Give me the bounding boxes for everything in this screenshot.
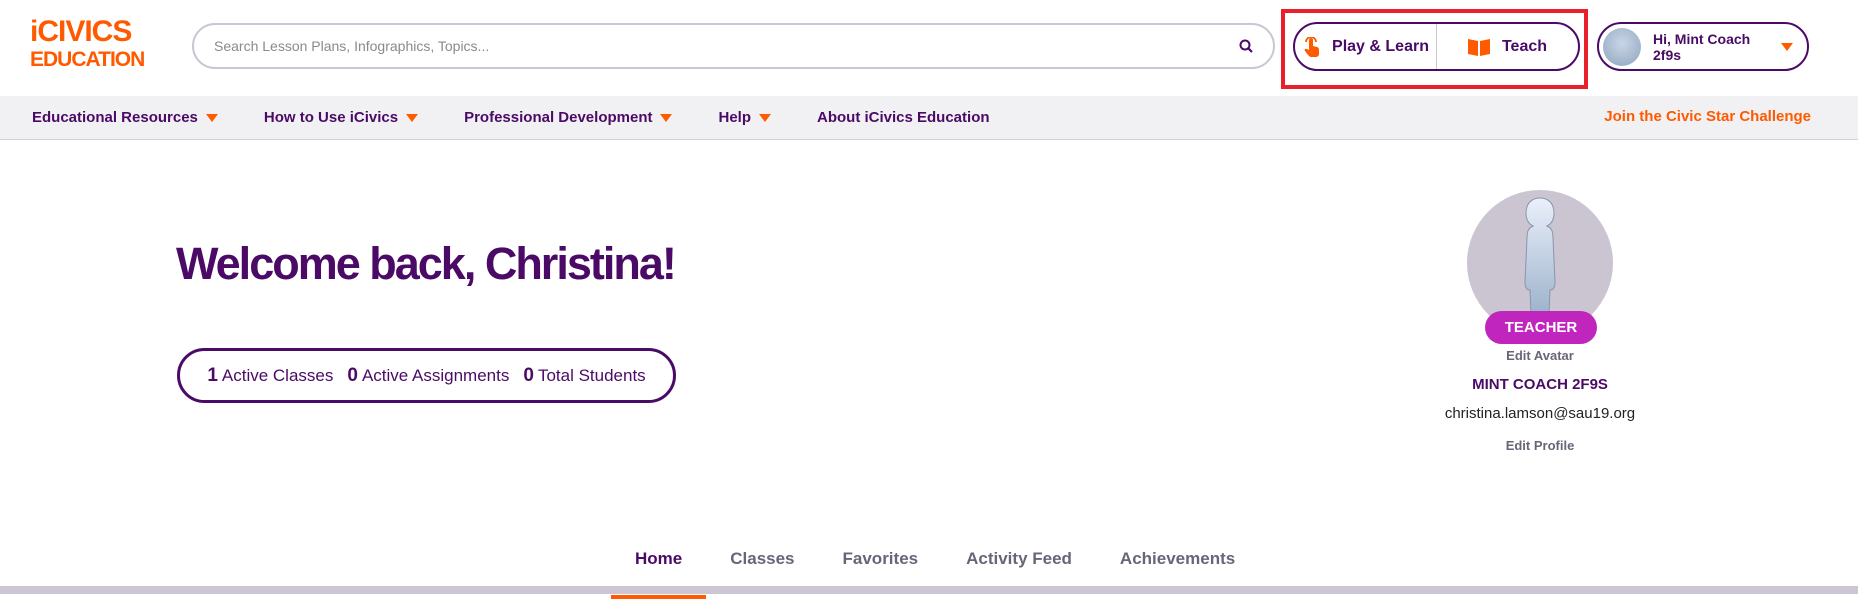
play-learn-button[interactable]: Play & Learn xyxy=(1295,24,1436,69)
nav-label: About iCivics Education xyxy=(817,109,990,126)
logo-text: iCIVICS xyxy=(30,15,132,48)
main-nav: Educational Resources How to Use iCivics… xyxy=(0,96,1858,140)
nav-how-to-use[interactable]: How to Use iCivics xyxy=(263,109,419,126)
edit-profile-link[interactable]: Edit Profile xyxy=(1505,438,1575,453)
nav-about[interactable]: About iCivics Education xyxy=(817,109,990,126)
search-bar xyxy=(192,23,1275,69)
user-menu[interactable]: Hi, Mint Coach 2f9s xyxy=(1597,22,1809,71)
stat-active-assignments: 0 Active Assignments xyxy=(347,364,510,386)
tab-classes[interactable]: Classes xyxy=(730,549,795,568)
tab-home[interactable]: Home xyxy=(611,545,707,599)
nav-educational-resources[interactable]: Educational Resources xyxy=(32,109,218,126)
tap-hand-icon xyxy=(1304,36,1320,57)
tab-achievements[interactable]: Achievements xyxy=(1119,549,1236,568)
icivics-logo[interactable]: iCIVICS EDUCATION xyxy=(30,15,180,72)
teacher-badge: TEACHER xyxy=(1485,311,1597,344)
profile-avatar xyxy=(1467,190,1613,336)
stat-active-classes: 1 Active Classes xyxy=(207,364,334,386)
edit-avatar-link[interactable]: Edit Avatar xyxy=(1506,348,1574,363)
user-greeting: Hi, Mint Coach 2f9s xyxy=(1653,30,1751,63)
nav-label: Help xyxy=(718,109,751,126)
dashboard-tabs: Home Classes Favorites Activity Feed Ach… xyxy=(611,545,1259,599)
search-input[interactable] xyxy=(214,38,1239,54)
nav-label: How to Use iCivics xyxy=(263,109,399,126)
teach-button[interactable]: Teach xyxy=(1437,24,1578,69)
nav-professional-development[interactable]: Professional Development xyxy=(464,109,673,126)
caret-down-icon xyxy=(406,113,419,122)
search-icon[interactable] xyxy=(1239,39,1253,53)
nav-label: Professional Development xyxy=(464,109,653,126)
logo-subtext: EDUCATION xyxy=(30,48,145,71)
person-silhouette-icon xyxy=(1524,197,1556,336)
book-icon xyxy=(1467,38,1490,56)
profile-email: christina.lamson@sau19.org xyxy=(1444,405,1636,422)
civic-star-challenge-link[interactable]: Join the Civic Star Challenge xyxy=(1604,108,1811,125)
nav-label: Educational Resources xyxy=(32,109,198,126)
caret-down-icon xyxy=(660,113,673,122)
mode-switch: Play & Learn Teach xyxy=(1293,22,1580,71)
highlight-box xyxy=(1281,9,1588,89)
teach-label: Teach xyxy=(1501,37,1548,55)
stats-summary: 1 Active Classes 0 Active Assignments 0 Tot… xyxy=(177,348,676,403)
avatar xyxy=(1603,27,1641,66)
nav-help[interactable]: Help xyxy=(718,109,771,126)
stat-total-students: 0 Total Students xyxy=(523,364,646,386)
page-title: Welcome back, Christina! xyxy=(176,238,677,289)
caret-down-icon xyxy=(205,113,218,122)
tab-activity-feed[interactable]: Activity Feed xyxy=(966,549,1072,568)
tab-favorites[interactable]: Favorites xyxy=(842,549,919,568)
caret-down-icon xyxy=(759,113,771,122)
caret-down-icon xyxy=(1781,42,1793,51)
play-learn-label: Play & Learn xyxy=(1332,37,1429,55)
tab-bar-divider xyxy=(0,586,1858,594)
profile-name: MINT COACH 2F9S xyxy=(1472,376,1608,393)
divider xyxy=(1436,24,1437,69)
